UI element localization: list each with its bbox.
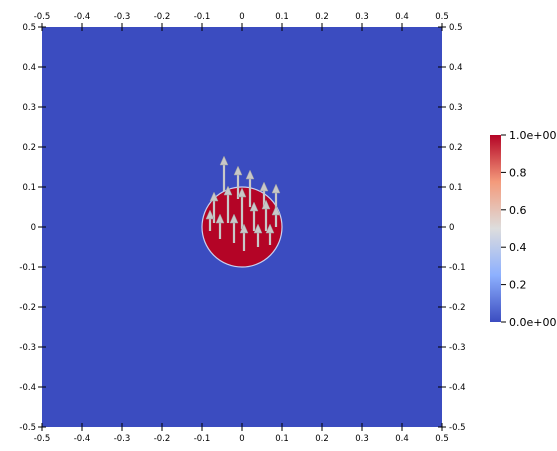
y-tick-label-right: -0.1	[449, 263, 466, 273]
x-tick-label-top: -0.2	[154, 12, 171, 22]
x-tick-label-top: -0.5	[34, 12, 51, 22]
y-tick-label-left: -0.3	[19, 343, 36, 353]
x-tick-label-bottom: 0	[239, 434, 244, 444]
y-tick-label-left: -0.1	[19, 263, 36, 273]
x-tick-label-top: 0.2	[315, 12, 329, 22]
colorbar	[490, 135, 501, 322]
vector-arrow	[223, 185, 233, 223]
y-tick-label-right: 0	[449, 223, 454, 233]
y-tick-label-left: 0.4	[22, 63, 36, 73]
vector-arrow	[233, 165, 243, 199]
x-tick-label-top: 0.5	[435, 12, 449, 22]
y-tick-label-right: 0.2	[449, 143, 463, 153]
y-tick-label-left: 0	[31, 223, 36, 233]
y-tick-label-left: 0.3	[22, 103, 36, 113]
y-tick-label-left: -0.5	[19, 423, 36, 433]
x-tick-label-bottom: -0.5	[34, 434, 51, 444]
vector-arrow	[265, 223, 275, 245]
vector-arrow	[253, 223, 263, 247]
y-tick-label-right: 0.3	[449, 103, 463, 113]
axes: -0.5-0.5-0.4-0.4-0.3-0.3-0.2-0.2-0.1-0.1…	[19, 12, 465, 444]
x-tick-label-top: 0.4	[395, 12, 409, 22]
colorbar-tick-label: 0.6	[509, 204, 527, 217]
colorbar-tick-label: 1.0e+00	[509, 129, 556, 142]
x-tick-label-bottom: 0.1	[275, 434, 289, 444]
y-tick-label-right: -0.4	[449, 383, 466, 393]
vector-arrow	[239, 223, 249, 251]
y-tick-label-right: 0.1	[449, 183, 463, 193]
vector-arrow	[229, 213, 239, 243]
colorbar-tick-label: 0.2	[509, 279, 527, 292]
x-tick-label-top: 0	[239, 12, 244, 22]
y-tick-label-right: -0.2	[449, 303, 466, 313]
x-tick-label-bottom: -0.1	[194, 434, 211, 444]
y-tick-label-left: 0.2	[22, 143, 36, 153]
vector-arrow	[219, 155, 229, 191]
vector-arrow	[215, 213, 225, 239]
vector-arrow	[245, 169, 255, 207]
x-tick-label-bottom: 0.4	[395, 434, 409, 444]
vector-arrow	[205, 209, 215, 231]
x-tick-label-bottom: -0.4	[74, 434, 91, 444]
vector-arrow	[249, 201, 259, 231]
x-tick-label-top: -0.1	[194, 12, 211, 22]
vector-glyphs	[205, 155, 281, 251]
vector-arrow	[237, 187, 247, 229]
y-tick-label-left: 0.5	[22, 23, 36, 33]
vector-arrow	[261, 199, 271, 231]
y-tick-label-left: -0.2	[19, 303, 36, 313]
x-tick-label-bottom: 0.3	[355, 434, 369, 444]
x-tick-label-bottom: 0.5	[435, 434, 449, 444]
x-tick-label-bottom: 0.2	[315, 434, 329, 444]
y-tick-label-right: 0.5	[449, 23, 463, 33]
y-tick-label-left: 0.1	[22, 183, 36, 193]
vector-arrow	[271, 205, 281, 227]
y-tick-label-right: -0.3	[449, 343, 466, 353]
colorbar-tick-label: 0.4	[509, 241, 527, 254]
colorbar-tick-label: 0.8	[509, 166, 527, 179]
y-tick-label-left: -0.4	[19, 383, 36, 393]
x-tick-label-bottom: -0.2	[154, 434, 171, 444]
y-tick-label-right: 0.4	[449, 63, 463, 73]
x-tick-label-top: 0.1	[275, 12, 289, 22]
x-tick-label-bottom: -0.3	[114, 434, 131, 444]
y-tick-label-right: -0.5	[449, 423, 466, 433]
x-tick-label-top: -0.3	[114, 12, 131, 22]
colorbar-ticks: 1.0e+00 0.8 0.6 0.4 0.2 0.0e+00	[501, 129, 556, 329]
x-tick-label-top: -0.4	[74, 12, 91, 22]
x-tick-label-top: 0.3	[355, 12, 369, 22]
colorbar-tick-label: 0.0e+00	[509, 316, 556, 329]
